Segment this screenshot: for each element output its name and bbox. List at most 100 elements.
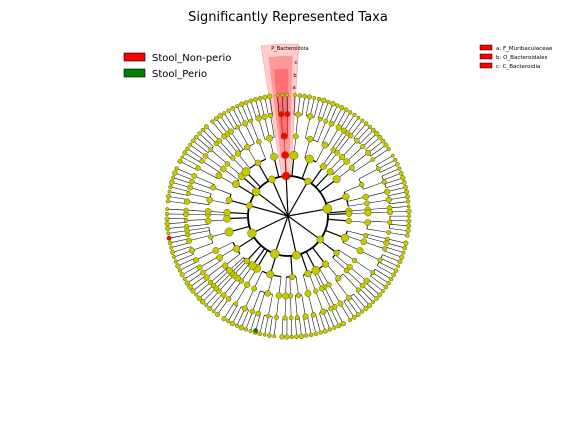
branch-line — [167, 222, 187, 224]
taxon-node — [264, 290, 272, 297]
taxon-node — [387, 219, 393, 225]
taxon-node — [222, 111, 227, 116]
branch-line — [372, 272, 389, 284]
taxon-node — [242, 120, 249, 127]
branch-line — [228, 199, 250, 207]
branch-line — [230, 131, 244, 150]
taxon-node — [230, 106, 236, 111]
taxon-node — [336, 323, 342, 329]
taxon-node — [272, 334, 277, 339]
clade-key-swatch-b — [479, 53, 493, 60]
taxon-node — [217, 113, 223, 119]
taxon-node — [337, 300, 344, 307]
taxon-node — [307, 113, 314, 120]
taxon-node — [212, 247, 220, 254]
branch-line — [353, 123, 367, 139]
branch-line — [356, 126, 371, 142]
taxon-node — [311, 265, 321, 275]
branch-line — [195, 250, 216, 261]
branch-line — [206, 264, 225, 278]
taxon-node — [273, 314, 279, 320]
taxon-node — [313, 331, 319, 337]
taxon-node — [326, 168, 334, 176]
branch-line — [353, 293, 367, 309]
taxon-node — [405, 228, 411, 234]
taxon-node — [340, 320, 346, 327]
legend-swatch-nonperio — [123, 52, 146, 62]
branch-line — [336, 135, 351, 154]
taxon-node — [289, 273, 296, 280]
taxon-node — [305, 154, 314, 164]
taxon-node — [386, 281, 391, 286]
branch-line — [224, 136, 239, 154]
taxon-node — [222, 262, 229, 269]
branch-line — [382, 254, 401, 263]
taxon-node — [221, 316, 227, 322]
taxon-node — [348, 164, 355, 171]
branch-line — [250, 120, 260, 142]
branch-line — [187, 148, 204, 160]
branch-line — [202, 129, 217, 144]
taxon-node — [200, 127, 206, 133]
taxon-node — [188, 142, 193, 147]
taxon-node — [317, 116, 323, 122]
taxon-node — [262, 94, 268, 100]
taxon-node — [255, 115, 262, 122]
branch-line — [218, 274, 235, 292]
branch-line — [202, 288, 217, 302]
branch-line — [383, 250, 402, 258]
taxon-node — [275, 292, 283, 299]
branch-line — [327, 127, 340, 147]
taxon-node — [328, 305, 334, 312]
taxon-node — [266, 270, 275, 279]
taxon-node — [354, 138, 360, 144]
branch-line — [381, 168, 400, 177]
taxon-node — [370, 157, 376, 162]
branch-line — [313, 98, 320, 118]
clade-label-phylum: P_Bacteroidota — [271, 46, 308, 52]
taxon-node — [327, 327, 332, 332]
branch-line — [389, 210, 409, 213]
taxon-node — [257, 95, 263, 101]
branch-line — [245, 102, 253, 121]
branch-line — [367, 207, 390, 210]
taxon-node — [249, 308, 256, 315]
taxon-node — [316, 235, 325, 244]
branch-line — [365, 137, 381, 150]
taxon-node — [380, 289, 385, 294]
legend-label-nonperio: Stool_Non-perio — [152, 53, 231, 64]
taxon-node — [403, 184, 408, 190]
taxon-node — [172, 254, 177, 259]
branch-line — [376, 265, 394, 276]
branch-line — [202, 260, 222, 273]
branch-line — [224, 112, 235, 130]
taxon-node — [188, 247, 196, 254]
branch-line — [285, 176, 289, 217]
branch-line — [223, 277, 238, 296]
enriched-nonperio-node — [281, 151, 289, 159]
clade-key-label-a: a: F_Muribaculaceae — [496, 46, 553, 52]
branch-line — [194, 175, 215, 185]
branch-line — [235, 284, 248, 304]
branch-line — [247, 147, 258, 164]
branch-line — [268, 294, 273, 317]
taxon-node — [346, 263, 353, 270]
clade-highlight-shading — [260, 43, 300, 179]
taxon-node — [235, 104, 240, 109]
branch-line — [212, 121, 225, 137]
branch-line — [259, 98, 265, 117]
branch-line — [356, 291, 370, 306]
branch-line — [250, 100, 257, 120]
branch-line — [359, 250, 381, 261]
taxon-node — [364, 219, 372, 226]
taxon-node — [241, 305, 248, 312]
branch-line — [333, 107, 343, 125]
branch-line — [287, 208, 328, 217]
taxon-node — [347, 317, 353, 322]
taxon-node — [398, 170, 404, 176]
taxon-node — [308, 332, 314, 338]
taxon-node — [229, 320, 236, 327]
branch-line — [169, 191, 189, 196]
taxon-node — [166, 231, 171, 236]
branch-line — [305, 116, 311, 138]
